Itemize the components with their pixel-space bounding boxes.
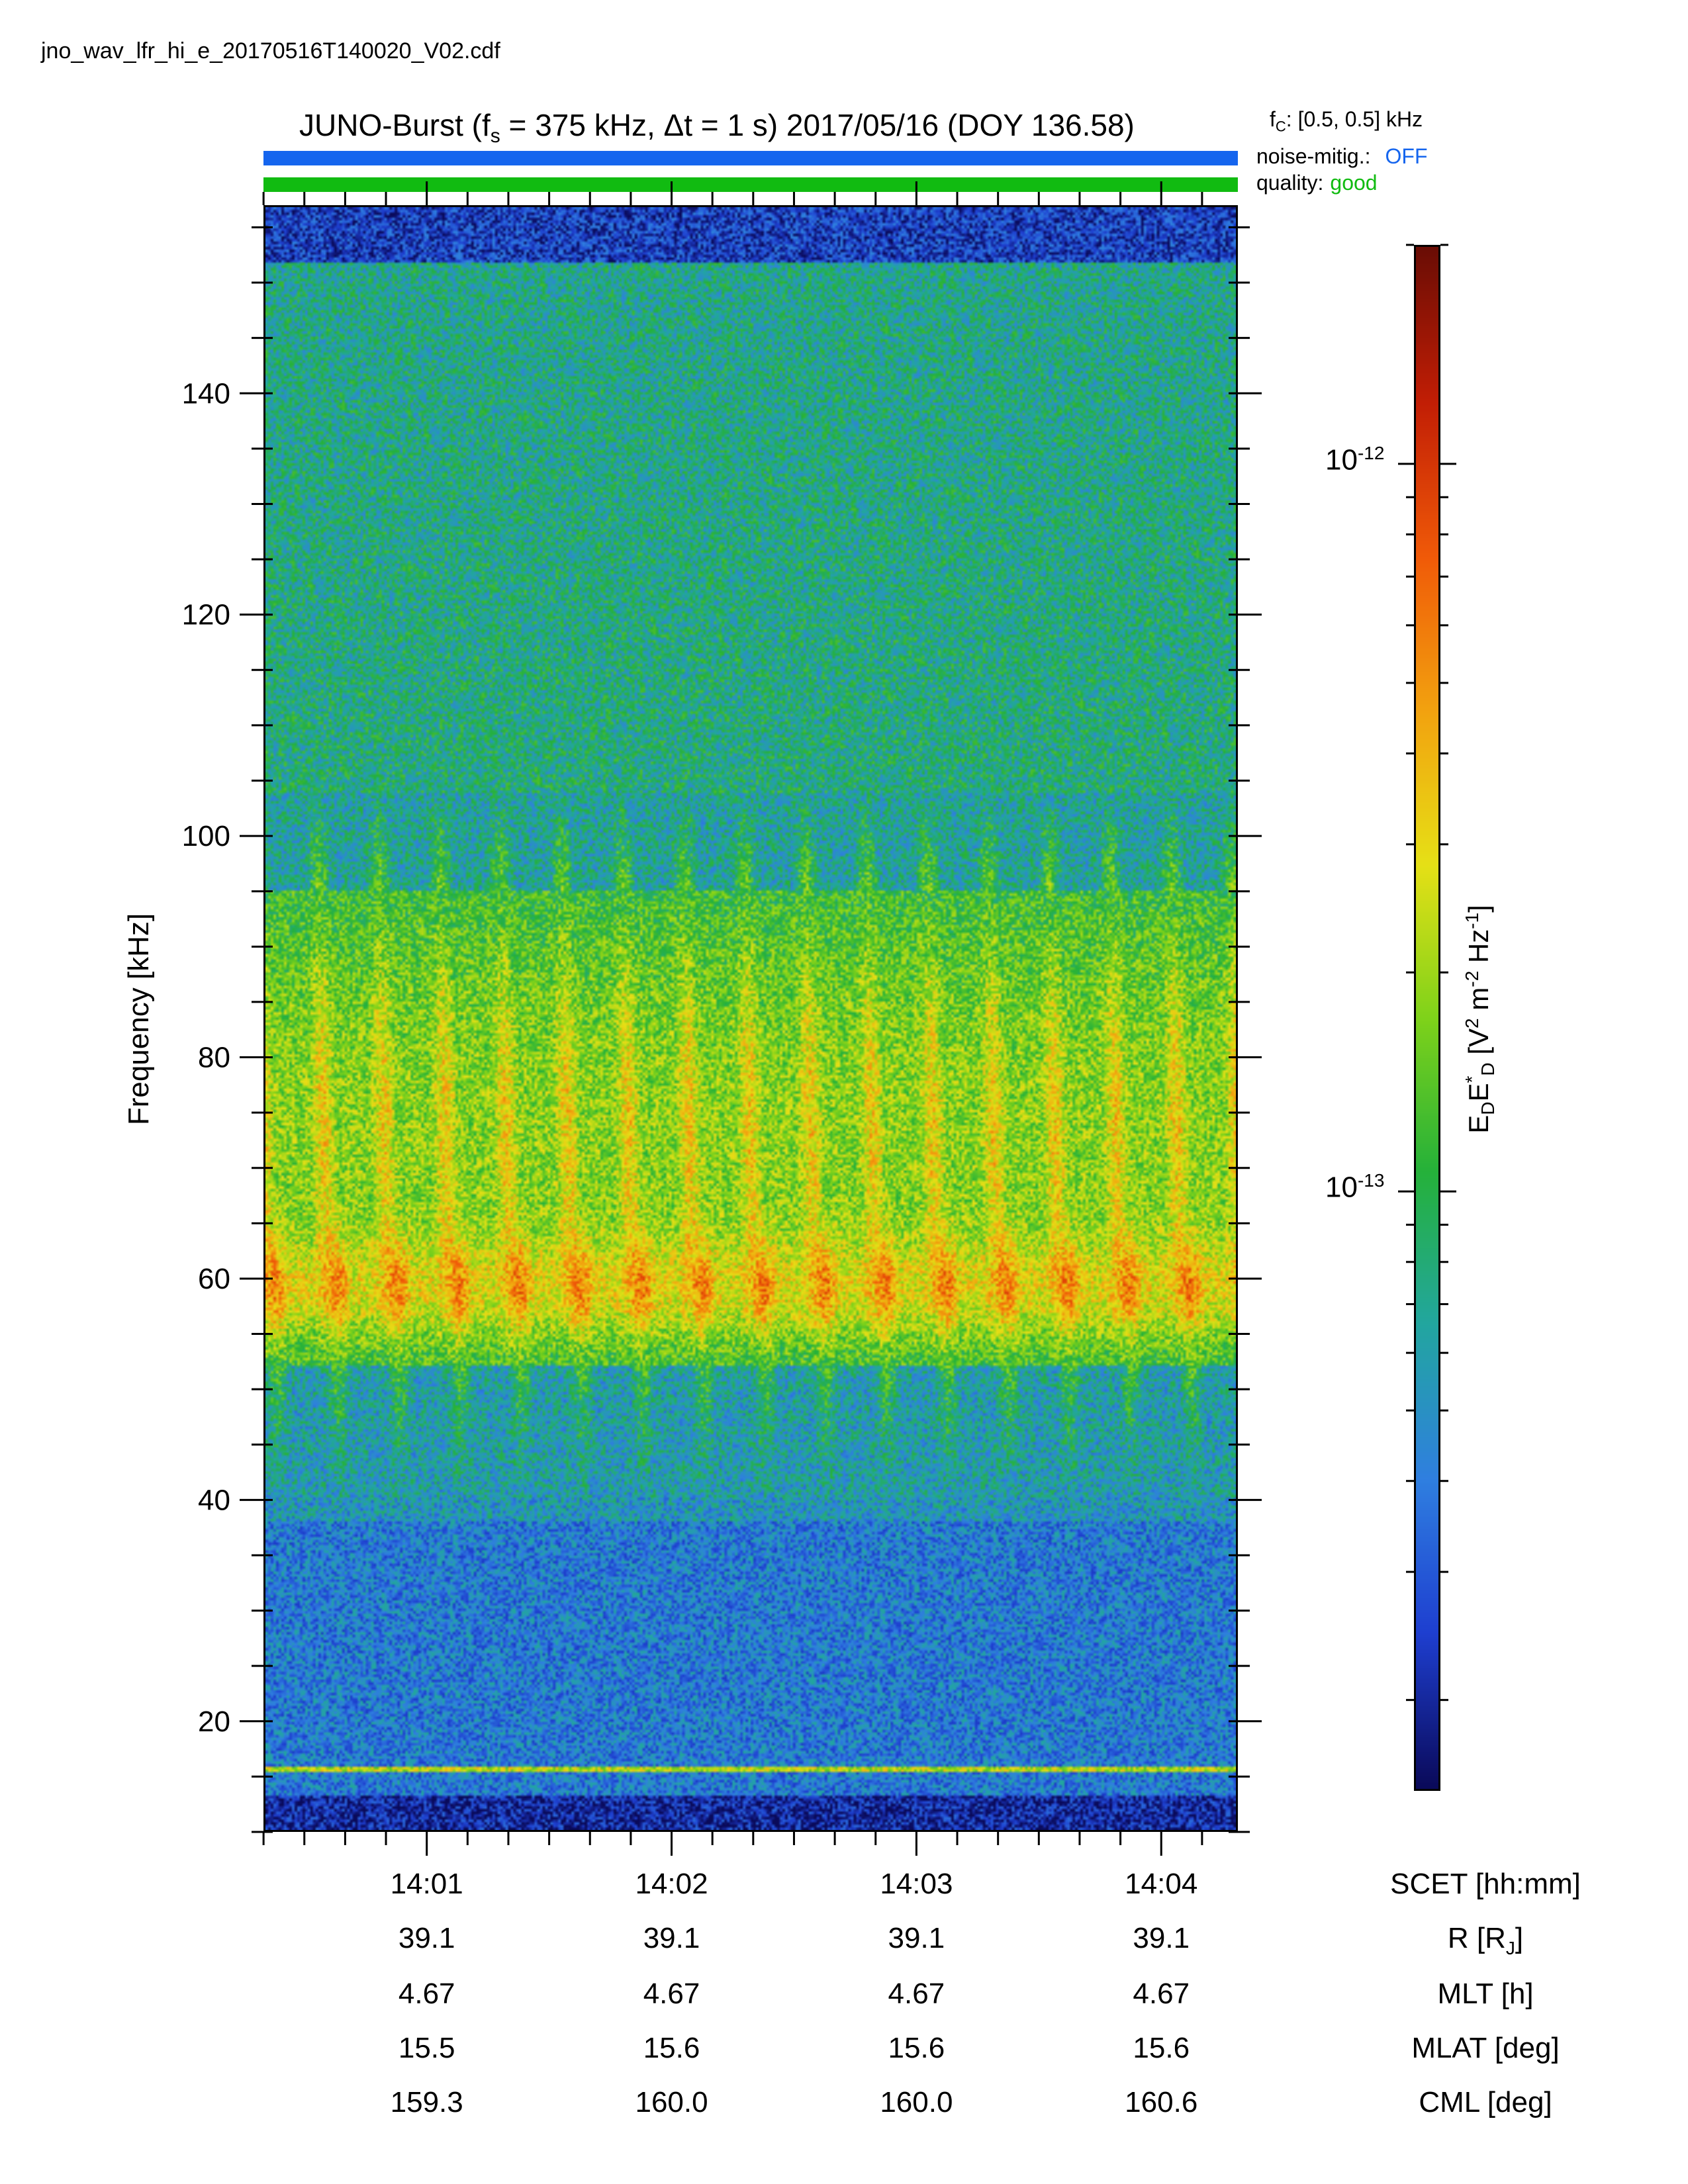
ephemeris-value: 4.67 xyxy=(888,1978,945,2010)
ephemeris-value: 15.6 xyxy=(643,2032,700,2064)
ephemeris-row-label: CML [deg] xyxy=(1419,2086,1552,2118)
y-tick-label: 40 xyxy=(198,1484,230,1516)
quality-bar xyxy=(263,177,1238,192)
file-name: jno_wav_lfr_hi_e_20170516T140020_V02.cdf xyxy=(41,38,500,64)
ephemeris-value: 4.67 xyxy=(398,1978,455,2010)
y-tick-label: 20 xyxy=(198,1706,230,1738)
ephemeris-value: 159.3 xyxy=(390,2086,463,2118)
ephemeris-value: 160.0 xyxy=(880,2086,953,2118)
ephemeris-value: 160.0 xyxy=(635,2086,708,2118)
ephemeris-value: 39.1 xyxy=(888,1922,945,1954)
ephemeris-row-label: R [RJ] xyxy=(1447,1922,1524,1958)
ephemeris-value: 4.67 xyxy=(643,1978,700,2010)
ephemeris-value: 15.5 xyxy=(398,2032,455,2064)
y-tick-label: 100 xyxy=(182,820,230,852)
ephemeris-value: 160.6 xyxy=(1125,2086,1198,2118)
cutoff-frequency-label: fC: [0.5, 0.5] kHz xyxy=(1270,107,1423,135)
ephemeris-row-label: MLT [h] xyxy=(1437,1978,1534,2010)
colorbar-tick-label: 10-13 xyxy=(1325,1170,1385,1204)
x-tick-label: 14:04 xyxy=(1125,1868,1198,1900)
y-tick-label: 140 xyxy=(182,377,230,410)
y-tick-label: 120 xyxy=(182,599,230,631)
noise-mitigation-value: OFF xyxy=(1385,144,1428,168)
ephemeris-value: 39.1 xyxy=(1133,1922,1190,1954)
colorbar-label: EDE*D [V2 m-2 Hz-1] xyxy=(1461,905,1499,1134)
y-tick-label: 60 xyxy=(198,1263,230,1295)
ephemeris-value: 39.1 xyxy=(398,1922,455,1954)
ephemeris-row-label: SCET [hh:mm] xyxy=(1390,1868,1581,1900)
colorbar xyxy=(1414,245,1440,1791)
x-tick-label: 14:02 xyxy=(635,1868,708,1900)
quality-value: good xyxy=(1330,171,1378,195)
noise-mitigation-label: noise-mitig.: OFF xyxy=(1256,144,1428,168)
ephemeris-value: 4.67 xyxy=(1133,1978,1190,2010)
spectrogram-plot-area xyxy=(263,205,1238,1832)
y-tick-label: 80 xyxy=(198,1042,230,1074)
x-tick-label: 14:03 xyxy=(880,1868,953,1900)
colorbar-tick-label: 10-12 xyxy=(1325,442,1385,477)
y-axis-label: Frequency [kHz] xyxy=(122,913,155,1126)
spectrogram-image xyxy=(265,207,1236,1830)
ephemeris-value: 15.6 xyxy=(1133,2032,1190,2064)
quality-label: quality: good xyxy=(1256,171,1378,195)
ephemeris-row-label: MLAT [deg] xyxy=(1411,2032,1560,2064)
plot-title: JUNO-Burst (fs = 375 kHz, Δt = 1 s) 2017… xyxy=(299,108,1135,147)
ephemeris-value: 39.1 xyxy=(643,1922,700,1954)
ephemeris-value: 15.6 xyxy=(888,2032,945,2064)
noise-mitigation-bar xyxy=(263,151,1238,165)
x-tick-label: 14:01 xyxy=(390,1868,463,1900)
